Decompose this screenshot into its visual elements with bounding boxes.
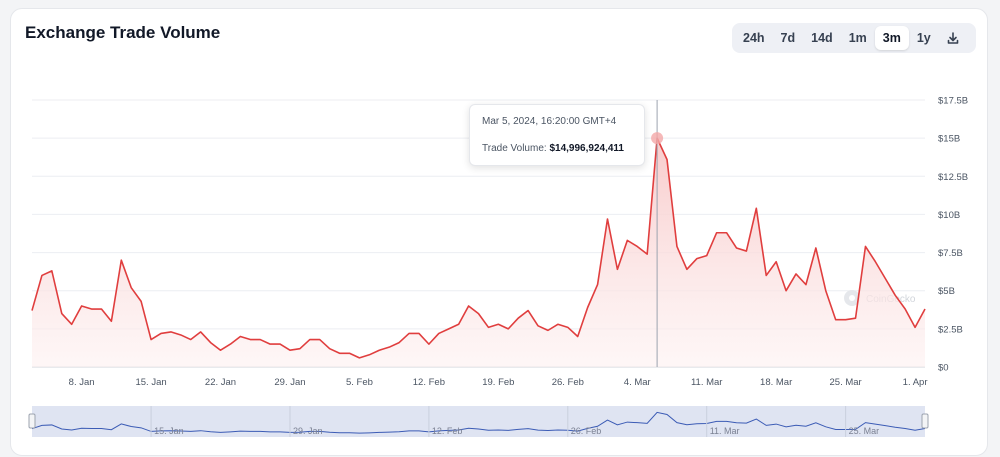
range-3m-button[interactable]: 3m	[874, 26, 909, 50]
x-tick-label: 19. Feb	[482, 377, 514, 388]
download-icon[interactable]	[939, 26, 967, 50]
chart-card: Exchange Trade Volume 24h 7d 14d 1m 3m 1…	[10, 8, 988, 456]
x-tick-label: 5. Feb	[346, 377, 373, 388]
range-1y-button[interactable]: 1y	[916, 31, 931, 45]
navigator-selection	[32, 406, 925, 437]
y-tick-label: $5B	[938, 286, 955, 297]
range-14d-button[interactable]: 14d	[811, 31, 833, 45]
range-selector: 24h 7d 14d 1m 3m 1y	[732, 23, 976, 53]
y-tick-label: $17.5B	[938, 96, 968, 107]
x-tick-label: 18. Mar	[760, 377, 792, 388]
y-tick-label: $7.5B	[938, 248, 963, 259]
x-tick-label: 15. Jan	[135, 377, 166, 388]
y-tick-label: $12.5B	[938, 172, 968, 183]
navigator-left-handle[interactable]	[28, 413, 36, 429]
x-tick-label: 1. Apr	[903, 377, 928, 388]
tooltip-row: Trade Volume: $14,996,924,411	[482, 143, 624, 154]
navigator-tick-label: 26. Feb	[571, 426, 602, 436]
navigator-tick-label: 12. Feb	[432, 426, 463, 436]
navigator-right-handle[interactable]	[921, 413, 929, 429]
series-area	[32, 138, 925, 367]
tooltip: Mar 5, 2024, 16:20:00 GMT+4 Trade Volume…	[469, 104, 645, 166]
tooltip-date: Mar 5, 2024, 16:20:00 GMT+4	[482, 116, 617, 127]
y-tick-label: $15B	[938, 134, 960, 145]
hover-marker	[651, 132, 664, 145]
range-24h-button[interactable]: 24h	[743, 31, 765, 45]
tooltip-label: Trade Volume:	[482, 143, 547, 154]
navigator-tick-label: 29. Jan	[293, 426, 323, 436]
x-tick-label: 4. Mar	[624, 377, 651, 388]
x-tick-label: 29. Jan	[274, 377, 305, 388]
x-tick-label: 11. Mar	[691, 377, 723, 388]
range-1m-button[interactable]: 1m	[848, 31, 867, 45]
navigator-tick-label: 25. Mar	[849, 426, 880, 436]
y-tick-label: $0	[938, 363, 949, 374]
chart-title: Exchange Trade Volume	[25, 23, 221, 42]
navigator[interactable]: 15. Jan 29. Jan 12. Feb 26. Feb 11. Mar 25. M…	[28, 406, 929, 437]
y-tick-label: $2.5B	[938, 324, 963, 335]
x-tick-label: 12. Feb	[413, 377, 445, 388]
x-tick-label: 26. Feb	[552, 377, 584, 388]
x-tick-label: 25. Mar	[830, 377, 862, 388]
series-line	[31, 137, 926, 359]
x-tick-label: 8. Jan	[69, 377, 95, 388]
navigator-tick-label: 15. Jan	[154, 426, 184, 436]
y-tick-label: $10B	[938, 210, 960, 221]
x-tick-label: 22. Jan	[205, 377, 236, 388]
tooltip-value: $14,996,924,411	[549, 143, 624, 154]
navigator-tick-label: 11. Mar	[710, 426, 740, 436]
range-7d-button[interactable]: 7d	[780, 31, 796, 45]
navigator-line	[31, 411, 926, 434]
